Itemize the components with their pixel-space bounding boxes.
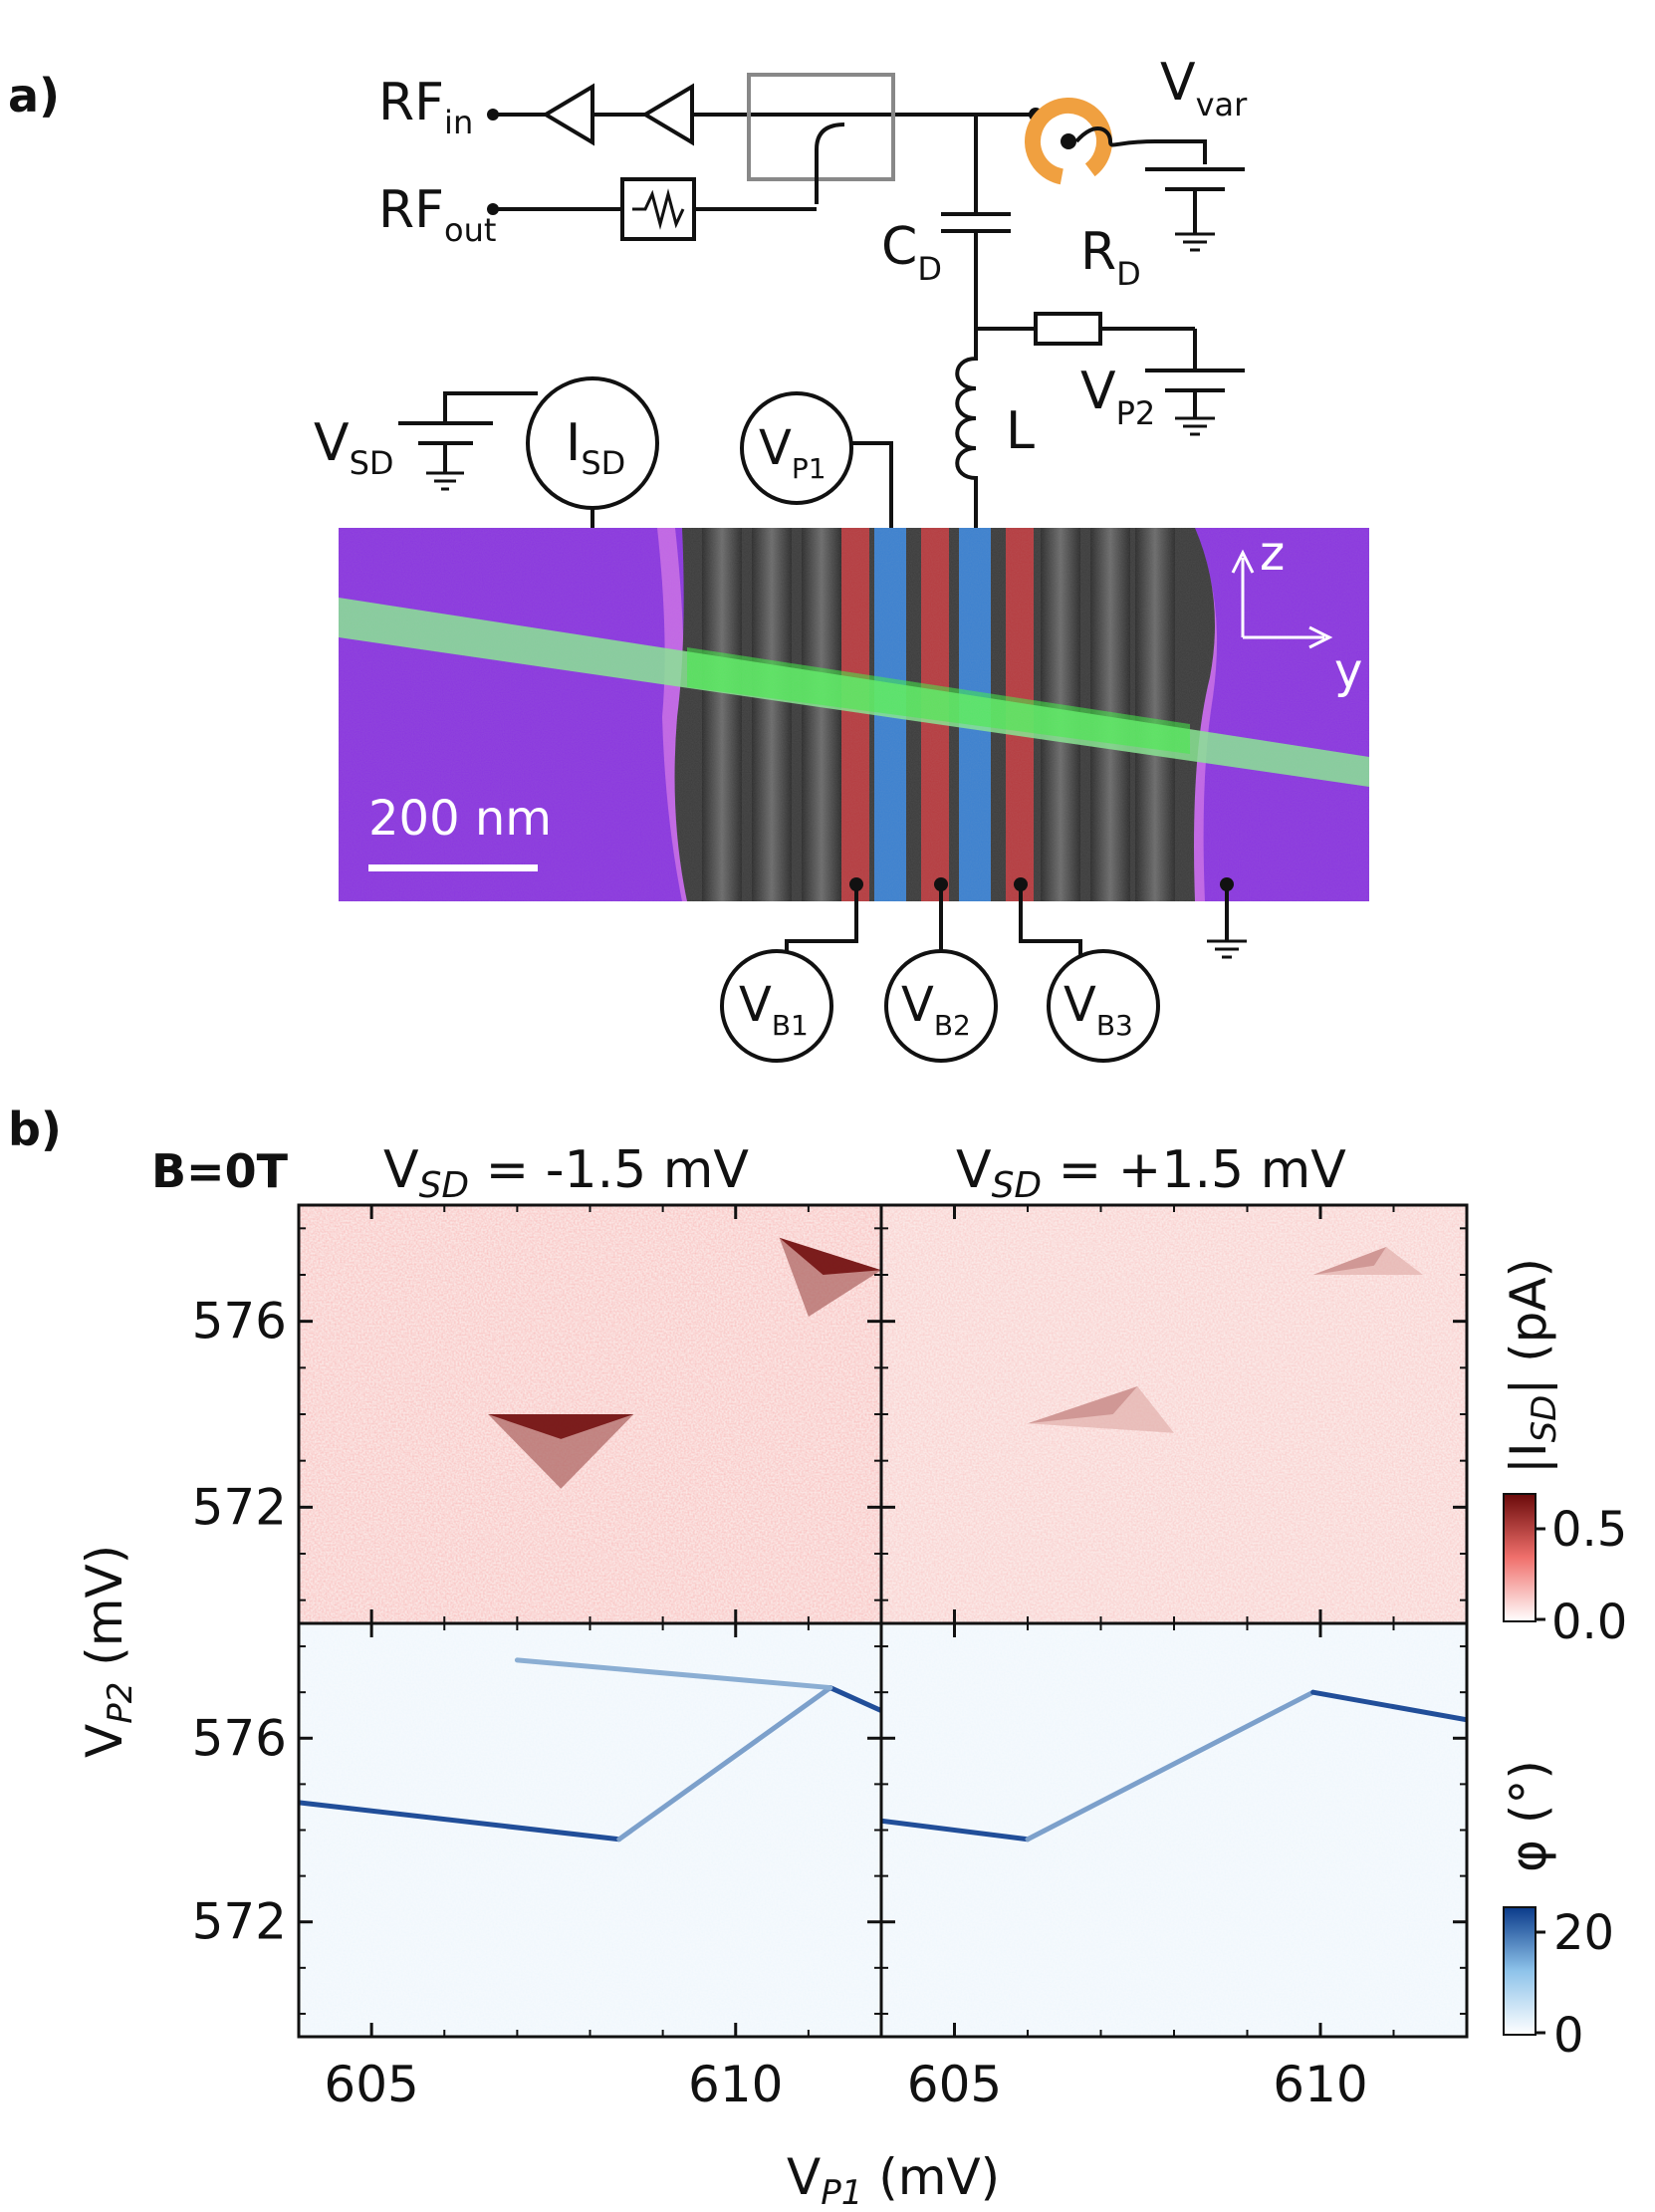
cbar-current-tick-low: 0.0 — [1551, 1595, 1627, 1650]
gate-voltage-source-icon — [1047, 949, 1160, 1063]
right-title: VSD = +1.5 mV — [956, 1140, 1346, 1206]
heatmap-3 — [881, 1689, 1467, 1843]
heatmap-1 — [1028, 1247, 1423, 1433]
bias-triangle-core — [488, 1414, 634, 1439]
panel-a-label: a) — [8, 69, 60, 123]
cbar-current-label: |ISD| (pA) — [1500, 1258, 1564, 1474]
amplifier-icon — [641, 83, 694, 146]
axis-z-label: z — [1260, 526, 1285, 582]
bias-triangle-core — [779, 1237, 881, 1275]
current-meter-icon — [526, 376, 659, 510]
axis-y-label: y — [1334, 643, 1362, 699]
gate-voltage-source-icon — [884, 949, 998, 1063]
charge-transition-line — [828, 1685, 881, 1714]
x-tick-label: 610 — [1273, 2056, 1367, 2113]
label-v-b3: VB3 — [1064, 977, 1133, 1042]
coordinate-axes-icon — [1231, 549, 1333, 649]
svg-text:L: L — [1006, 401, 1035, 461]
scale-bar-label: 200 nm — [368, 791, 552, 847]
charge-transition-line — [616, 1685, 833, 1843]
cbar-current-tick-high: 0.5 — [1551, 1502, 1627, 1558]
svg-text:VSD: VSD — [314, 413, 394, 482]
svg-text:RD: RD — [1080, 222, 1141, 293]
svg-text:CD: CD — [881, 217, 942, 288]
x-tick-label: 605 — [907, 2056, 1002, 2113]
colorbar-current — [1503, 1493, 1537, 1622]
cbar-phase-label: φ (°) — [1500, 1760, 1557, 1872]
bias-triangle-core — [1028, 1386, 1138, 1424]
label-v-b1: VB1 — [739, 977, 809, 1042]
y-tick-label: 576 — [192, 1293, 287, 1351]
varactor-icon — [1025, 98, 1112, 185]
heatmap-0 — [488, 1237, 881, 1489]
bias-triangle-core — [1312, 1247, 1387, 1275]
svg-text:Vvar: Vvar — [1160, 53, 1248, 123]
x-axis-label: VP1 (mV) — [787, 2148, 1000, 2212]
circuit-labels: RFin RFout Vvar CD RD VP2 L VSD ISD VP1 — [314, 53, 1248, 485]
scale-bar — [368, 864, 538, 871]
gate-voltage-source-icon — [720, 949, 833, 1063]
svg-text:ISD: ISD — [566, 413, 625, 482]
left-title: VSD = -1.5 mV — [383, 1140, 749, 1206]
barrier-gate-wiring — [720, 877, 1247, 1063]
charge-transition-line — [299, 1800, 622, 1843]
cbar-phase-tick-low: 0 — [1553, 2008, 1584, 2064]
amplifier-icon — [542, 83, 594, 146]
y-tick-label: 572 — [192, 1893, 287, 1951]
bias-triangle — [488, 1414, 634, 1489]
label-v-b2: VB2 — [901, 977, 971, 1042]
sem-micrograph: 200 nm z y — [339, 526, 1369, 901]
svg-text:RFin: RFin — [378, 73, 473, 141]
svg-text:RFout: RFout — [378, 180, 496, 249]
colorbar-phase — [1503, 1906, 1537, 2036]
charge-transition-line — [1025, 1689, 1316, 1843]
x-tick-label: 605 — [324, 2056, 418, 2113]
panel-b-label: b) — [8, 1103, 62, 1156]
charge-transition-line — [1310, 1689, 1467, 1723]
directional-coupler-icon — [747, 73, 895, 181]
charge-transition-line — [514, 1657, 833, 1691]
gate-voltage-source-icon — [740, 391, 853, 505]
heatmap-2 — [299, 1657, 881, 1843]
field-label: B=0T — [151, 1144, 289, 1198]
charge-transition-line — [881, 1818, 1031, 1843]
y-axis-label: VP2 (mV) — [76, 1545, 140, 1758]
y-tick-label: 576 — [192, 1709, 287, 1767]
svg-text:VP2: VP2 — [1080, 362, 1155, 432]
inductor-icon — [955, 329, 978, 543]
svg-text:VP1: VP1 — [759, 420, 827, 485]
y-tick-label: 572 — [192, 1478, 287, 1536]
x-tick-label: 610 — [688, 2056, 783, 2113]
resistor-icon — [1034, 312, 1102, 346]
cbar-phase-tick-high: 20 — [1553, 1905, 1614, 1961]
circuit-diagram — [398, 73, 1245, 553]
